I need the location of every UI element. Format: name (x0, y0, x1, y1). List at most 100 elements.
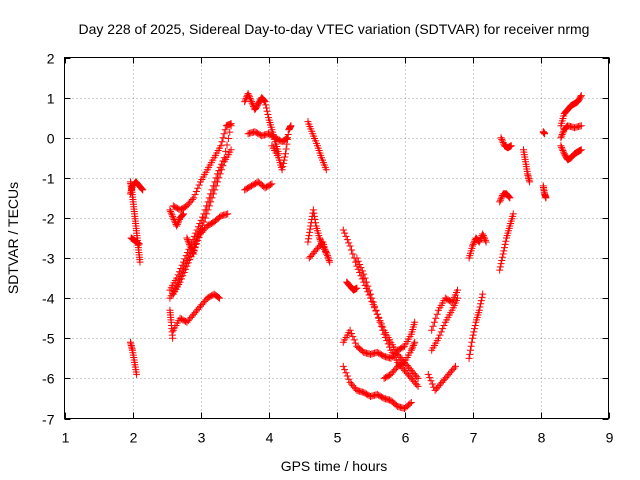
data-point-arc-6 (223, 141, 231, 149)
data-point-arc-29 (469, 334, 476, 342)
data-point-arc-6 (226, 128, 234, 136)
data-point-arc-6 (197, 216, 205, 224)
data-point-arc-31 (498, 253, 506, 261)
x-axis-label: GPS time / hours (281, 458, 388, 474)
data-point-arc-20 (349, 250, 357, 258)
data-point-arc-10 (186, 256, 194, 264)
data-point-arc-8 (175, 217, 183, 225)
data-point-arc-24 (371, 302, 379, 310)
data-point-arc-12 (186, 242, 194, 250)
data-point-arc-31 (497, 260, 505, 268)
data-point-arc-13 (260, 97, 268, 105)
data-point-arc-31 (501, 240, 509, 248)
data-point-arc-25 (408, 345, 416, 353)
data-point-arc-34 (526, 178, 534, 186)
data-point-arc-25 (409, 343, 417, 351)
data-point-arc-20 (346, 242, 354, 250)
chart-title: Day 228 of 2025, Sidereal Day-to-day VTE… (79, 21, 590, 37)
data-point-arc-18 (304, 235, 312, 243)
data-point-arc-16 (287, 122, 295, 130)
data-point-arc-24 (361, 274, 369, 282)
data-point-arc-24 (413, 381, 421, 389)
data-point-arc-13 (264, 110, 272, 118)
data-point-arc-26 (426, 374, 434, 382)
data-point-arc-8 (167, 209, 175, 217)
data-point-arc-16 (282, 150, 289, 158)
data-point-arc-29 (469, 331, 477, 339)
y-tick-label: 1 (47, 91, 55, 107)
data-point-arc-6 (173, 274, 181, 282)
data-point-arc-29 (477, 297, 485, 305)
data-point-arc-22 (343, 372, 351, 380)
data-point-arc-12 (185, 239, 193, 247)
data-point-arc-24 (373, 310, 381, 318)
data-point-arc-20 (345, 239, 353, 247)
data-point-arc-18 (306, 225, 314, 233)
data-point-arc-32 (505, 192, 513, 200)
data-point-arc-13 (241, 98, 249, 106)
data-point-arc-26 (424, 370, 432, 378)
data-point-arc-30 (479, 232, 487, 240)
data-point-arc-8 (169, 212, 177, 220)
data-point-arc-29 (479, 290, 487, 298)
data-point-arc-28 (433, 310, 441, 318)
data-point-arc-21 (352, 339, 360, 347)
data-point-arc-37 (577, 92, 585, 100)
data-point-arc-16 (278, 166, 286, 174)
data-point-arc-21 (411, 318, 419, 326)
data-point-arc-24 (367, 290, 374, 298)
data-point-arc-6 (208, 186, 216, 194)
data-point-arc-6 (216, 163, 224, 171)
data-point-arc-12 (196, 228, 204, 236)
data-point-arc-8 (180, 210, 187, 218)
data-point-arc-30 (469, 242, 476, 250)
data-point-arc-32 (505, 193, 513, 201)
data-point-arc-27 (436, 331, 444, 339)
data-point-arc-32 (496, 196, 504, 204)
y-tick-label: -2 (42, 211, 55, 227)
data-point-arc-18 (305, 232, 313, 240)
data-point-arc-32 (506, 194, 514, 202)
data-point-arc-6 (220, 154, 228, 162)
y-tick-label: -7 (42, 412, 55, 428)
data-point-arc-13 (262, 101, 270, 109)
data-point-arc-31 (502, 237, 510, 245)
data-point-arc-24 (353, 254, 361, 262)
data-point-arc-21 (346, 326, 354, 334)
data-point-arc-25 (411, 338, 419, 346)
data-point-arc-24 (358, 267, 366, 275)
data-point-arc-7 (194, 184, 202, 192)
data-point-arc-6 (222, 147, 230, 155)
data-point-arc-8 (166, 206, 174, 214)
data-point-arc-10 (182, 265, 190, 273)
data-point-arc-12 (190, 250, 198, 258)
data-point-arc-29 (470, 328, 478, 336)
data-point-arc-39 (557, 134, 565, 142)
data-point-arc-12 (186, 240, 194, 248)
data-point-arc-8 (178, 212, 186, 220)
data-point-arc-18 (325, 256, 333, 264)
data-point-arc-14 (268, 180, 276, 188)
data-point-arc-30 (481, 236, 489, 244)
data-point-arc-10 (184, 259, 192, 267)
data-point-arc-13 (248, 99, 256, 107)
data-point-arc-21 (350, 336, 358, 344)
data-point-arc-12 (193, 234, 201, 242)
data-point-arc-29 (468, 338, 476, 346)
data-point-arc-18 (310, 212, 318, 220)
data-point-arc-7 (220, 130, 228, 138)
data-point-arc-13 (260, 96, 268, 104)
data-point-arc-10 (224, 210, 232, 218)
data-points (126, 90, 585, 412)
x-tick-label: 6 (402, 430, 410, 446)
data-point-arc-2 (139, 186, 147, 194)
data-point-arc-18 (325, 255, 333, 263)
data-point-arc-38 (558, 145, 566, 153)
x-tick-label: 8 (538, 430, 546, 446)
data-point-arc-8 (169, 214, 177, 222)
data-point-arc-31 (509, 210, 517, 218)
data-point-arc-7 (195, 181, 203, 189)
data-point-arc-6 (209, 182, 217, 190)
data-point-arc-6 (214, 170, 221, 178)
data-point-arc-24 (381, 333, 389, 341)
